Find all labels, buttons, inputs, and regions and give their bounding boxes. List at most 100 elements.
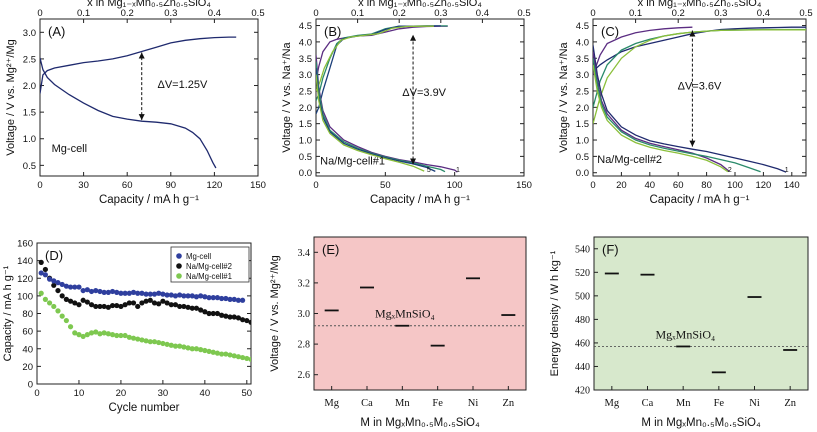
data-point-1	[51, 282, 57, 288]
top-tick-label: 0	[37, 8, 42, 19]
x-tick-label: 0	[313, 180, 318, 191]
top-tick-label: 0.2	[672, 8, 685, 19]
data-point-1	[181, 303, 187, 310]
data-point-1	[126, 300, 132, 306]
data-point-1	[193, 305, 200, 311]
data-point-2	[227, 352, 233, 358]
top-tick-label: 0.4	[757, 8, 770, 19]
top-tick-label: 0.1	[77, 8, 90, 19]
legend-marker	[176, 253, 182, 259]
x-tick-label: 30	[158, 388, 169, 399]
data-point-1	[210, 310, 216, 317]
data-point-2	[38, 290, 44, 296]
data-point-2	[55, 308, 61, 314]
y-tick-label: 120	[17, 274, 33, 285]
series-line-c-4	[593, 45, 787, 173]
data-point-2	[206, 348, 212, 354]
data-point-2	[156, 339, 162, 346]
y-tick-label: 2.5	[576, 86, 589, 97]
x-tick-label: 150	[516, 180, 532, 191]
top-tick-label: 0.5	[251, 8, 264, 19]
data-point-0	[72, 284, 78, 290]
panel-label: (E)	[322, 242, 339, 257]
data-point-0	[181, 293, 187, 299]
data-point-2	[231, 353, 237, 359]
series-line-c-0	[593, 26, 806, 72]
top-tick-label: 0.3	[434, 8, 447, 19]
y-tick-label: 3.0	[298, 309, 311, 320]
legend-label: Mg-cell	[186, 252, 211, 261]
data-point-2	[235, 354, 242, 360]
data-point-1	[63, 296, 69, 302]
data-point-0	[105, 289, 111, 295]
panel-label: (B)	[324, 24, 341, 39]
y-tick-label: 2.0	[576, 103, 589, 114]
x-tick-label: 120	[755, 180, 771, 191]
panel-b: 0.00.51.01.52.02.53.03.54.04.50 50 100 1500…	[281, 0, 532, 206]
data-point-1	[109, 302, 116, 309]
plot-frame	[592, 18, 807, 177]
x-category-label: Zn	[784, 398, 796, 409]
data-point-2	[88, 330, 95, 336]
arrow-head-up	[410, 34, 417, 41]
top-tick-label: 0.4	[476, 8, 489, 19]
data-point-1	[130, 300, 137, 306]
data-point-2	[219, 351, 225, 357]
data-point-0	[80, 287, 86, 294]
data-point-2	[63, 317, 69, 324]
data-point-0	[101, 289, 107, 295]
data-point-0	[156, 290, 162, 296]
x-axis-label: M in MgₓMn₀.₅M₀.₅SiO₄	[360, 417, 480, 429]
top-tick-label: 0.5	[517, 8, 530, 19]
x-category-label: Fe	[714, 398, 725, 409]
data-point-0	[172, 293, 179, 299]
data-point-1	[143, 298, 149, 304]
y-tick-label: 2.5	[299, 86, 312, 97]
data-point-0	[210, 295, 216, 301]
x-tick-label: 0	[590, 180, 595, 191]
data-point-0	[126, 290, 132, 296]
y-tick-label: 3.0	[299, 70, 312, 81]
data-point-1	[160, 298, 166, 304]
y-tick-label: 0.5	[299, 152, 312, 163]
data-point-1	[93, 303, 99, 310]
top-tick-label: 0.5	[799, 8, 812, 19]
data-point-0	[223, 295, 229, 302]
y-tick-label: 2.5	[23, 54, 36, 65]
data-point-0	[227, 296, 233, 302]
x-tick-label: 80	[701, 180, 712, 191]
data-point-1	[168, 302, 174, 308]
data-point-1	[240, 317, 246, 323]
data-point-0	[76, 284, 82, 290]
y-tick-label: 4.5	[299, 21, 312, 32]
data-point-1	[114, 302, 120, 309]
data-point-2	[214, 350, 221, 356]
x-tick-label: 60	[673, 180, 684, 191]
plot-area	[38, 259, 251, 362]
data-point-0	[63, 283, 69, 289]
data-point-0	[46, 276, 53, 282]
plot-background	[314, 237, 526, 390]
plot-area	[40, 36, 237, 169]
plot-area	[314, 277, 526, 347]
x-tick-label: 140	[784, 180, 800, 191]
legend-label: Na/Mg-cell#1	[186, 272, 232, 281]
data-point-1	[59, 293, 65, 299]
data-point-1	[88, 302, 95, 308]
data-point-1	[76, 302, 82, 308]
data-point-0	[235, 297, 242, 303]
data-point-2	[139, 337, 145, 343]
y-tick-label: 1.5	[23, 108, 36, 119]
data-point-2	[202, 347, 208, 354]
data-point-1	[55, 287, 61, 294]
data-point-1	[80, 297, 86, 303]
x-axis-label: Capacity / mA h g⁻¹	[649, 194, 749, 206]
data-point-1	[101, 303, 107, 310]
data-point-0	[168, 292, 174, 298]
panel-f: 420 440 460 480 500 520 540 Mg Ca Mn Fe Ni Zn M in Mg…	[549, 236, 809, 429]
data-point-1	[219, 312, 225, 318]
cell-label: Na/Mg-cell#2	[597, 154, 662, 166]
arrow-head-down	[689, 140, 696, 147]
